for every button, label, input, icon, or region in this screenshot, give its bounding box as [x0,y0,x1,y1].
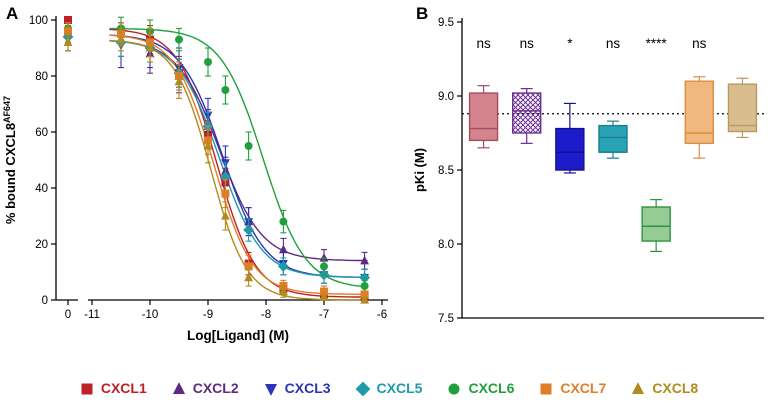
svg-text:ns: ns [606,36,621,51]
svg-text:*: * [567,36,573,51]
legend-label: CXCL8 [652,380,699,396]
legend-label: CXCL6 [468,380,515,396]
panel-b: 7.5 8.0 8.5 9.0 9.5 pKi (M) ns ns * ns **** ns [408,0,776,363]
svg-text:7.5: 7.5 [438,313,454,325]
svg-text:ns: ns [692,36,707,51]
svg-text:40: 40 [35,183,48,195]
diamond-marker-icon [355,381,370,396]
svg-text:-7: -7 [319,309,329,321]
legend-item-cxcl8: CXCL8 [630,380,698,396]
svg-text:-8: -8 [261,309,271,321]
svg-text:9.0: 9.0 [438,91,454,103]
svg-text:100: 100 [29,15,48,27]
svg-text:60: 60 [35,127,48,139]
legend-item-cxcl1: CXCL1 [79,380,147,396]
panel-a-label: A [6,4,19,23]
svg-text:8.5: 8.5 [438,165,454,177]
dose-response-chart: 0 20 40 60 80 100 0 -11 -10 -9 -8 -7 -6 Log[Ligand] (… [2,15,388,343]
svg-text:Log[Ligand] (M): Log[Ligand] (M) [187,328,289,343]
legend-item-cxcl6: CXCL6 [446,380,514,396]
legend-item-cxcl2: CXCL2 [171,380,239,396]
svg-text:-10: -10 [142,309,159,321]
legend-item-cxcl3: CXCL3 [263,380,331,396]
square-marker-icon [540,383,552,395]
svg-text:ns: ns [520,36,535,51]
legend-item-cxcl7: CXCL7 [538,380,606,396]
legend-label: CXCL2 [192,380,239,396]
svg-text:****: **** [646,36,668,51]
triangle-down-marker-icon [264,384,277,396]
svg-text:-11: -11 [84,309,100,321]
svg-text:ns: ns [476,36,491,51]
svg-text:8.0: 8.0 [438,239,454,251]
legend: CXCL1 CXCL2 CXCL3 CXCL5 CXCL6 CXCL7 CXCL8 [0,380,777,396]
legend-label: CXCL5 [376,380,423,396]
panel-b-label: B [416,4,429,23]
svg-text:80: 80 [35,71,48,83]
legend-label: CXCL3 [284,380,331,396]
svg-text:0: 0 [65,309,71,321]
svg-text:% bound CXCL8AF647: % bound CXCL8AF647 [2,96,18,224]
svg-text:-9: -9 [203,309,213,321]
square-marker-icon [81,383,93,395]
panel-a: 0 20 40 60 80 100 0 -11 -10 -9 -8 -7 -6 Log[Ligand] (… [0,0,405,363]
legend-label: CXCL1 [100,380,147,396]
circle-marker-icon [448,383,460,395]
pki-boxplot-chart: 7.5 8.0 8.5 9.0 9.5 pKi (M) ns ns * ns **** ns [412,17,764,325]
svg-text:-6: -6 [377,309,387,321]
legend-label: CXCL7 [560,380,607,396]
triangle-up-marker-icon [172,382,185,394]
svg-text:9.5: 9.5 [438,17,454,29]
legend-item-cxcl5: CXCL5 [355,380,423,396]
svg-text:pKi (M): pKi (M) [412,148,427,192]
svg-text:0: 0 [42,295,48,307]
triangle-up-marker-icon [632,382,645,394]
svg-text:20: 20 [35,239,48,251]
